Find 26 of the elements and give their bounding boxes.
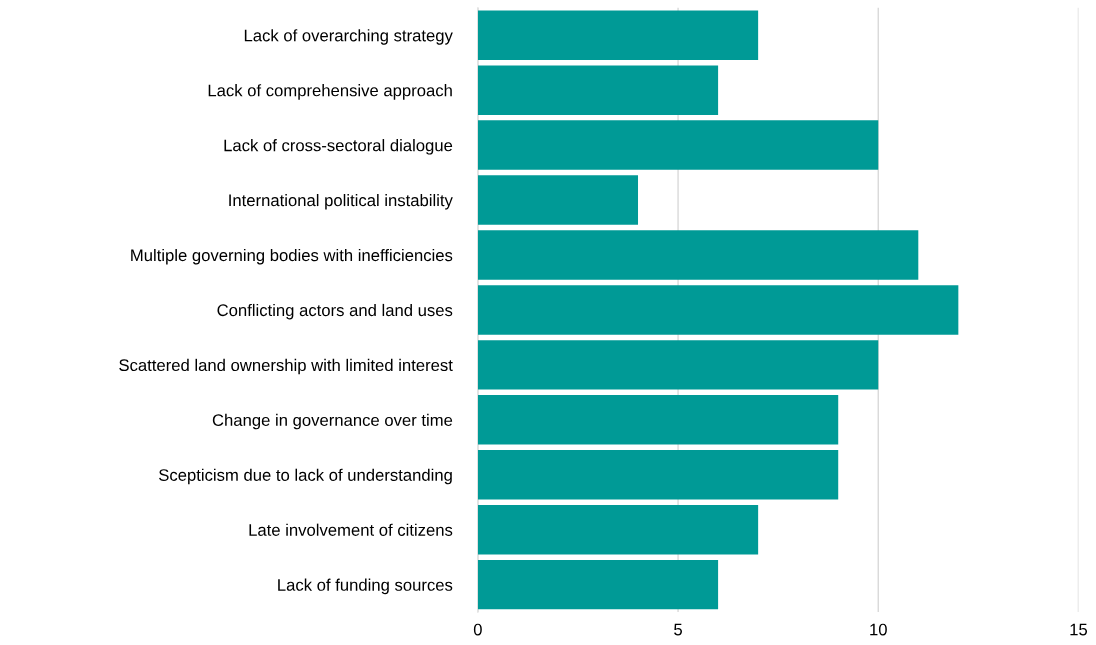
y-tick-label: Scattered land ownership with limited interest xyxy=(119,358,453,375)
y-tick-label: Change in governance over time xyxy=(212,413,453,430)
y-tick-label: Late involvement of citizens xyxy=(249,523,453,536)
y-tick-label: Lack of cross-sectoral dialogue xyxy=(224,139,453,155)
bar xyxy=(477,65,719,115)
y-tick-label: Lack of comprehensive approach xyxy=(208,84,452,100)
y-tick-label: Scepticism due to lack of understanding xyxy=(159,468,452,485)
x-tick-label: 10 xyxy=(870,623,887,636)
y-tick-label: International political instability xyxy=(229,194,453,210)
bar xyxy=(477,450,839,500)
bar xyxy=(477,395,839,445)
bar xyxy=(477,230,919,280)
x-tick-label: 0 xyxy=(473,623,482,636)
y-tick-label: Lack of overarching strategy xyxy=(244,29,453,45)
bar xyxy=(477,285,959,335)
bar xyxy=(477,340,879,390)
bar xyxy=(477,504,759,555)
y-tick-label: Conflicting actors and land uses xyxy=(217,303,453,320)
bar xyxy=(477,175,639,225)
bar xyxy=(477,120,879,170)
y-tick-label: Lack of funding sources xyxy=(278,578,453,595)
bar xyxy=(477,10,759,60)
x-tick-label: 15 xyxy=(1070,623,1088,636)
y-tick-label: Multiple governing bodies with inefficiencies xyxy=(131,248,453,265)
x-tick-label: 5 xyxy=(674,623,682,636)
bar xyxy=(477,559,719,610)
